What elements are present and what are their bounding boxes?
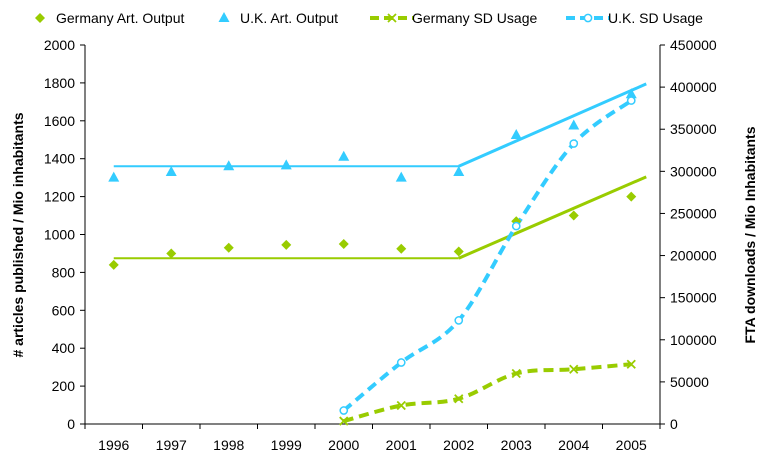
legend-label: Germany Art. Output [56,10,184,26]
series-line [343,362,632,423]
data-point [108,171,120,182]
y2-tick-label: 150000 [670,290,717,306]
data-point [625,88,637,99]
data-point [626,359,636,369]
y-tick-label: 1000 [44,227,75,243]
x-tick-label: 2001 [386,437,417,453]
legend-marker [583,13,593,23]
y-tick-label: 1400 [44,151,75,167]
data-point [568,119,580,130]
data-point [396,358,406,367]
usage-lines [342,98,633,423]
data-point [165,165,177,176]
trend-line [458,175,647,260]
x-tick-label: 2002 [443,437,474,453]
chart-axes: 0 200 400 600 800 1000 1200 1400 1600 1800 2000 0 50… [44,37,717,453]
data-point [339,416,349,426]
y-tick-label: 2000 [44,37,75,53]
data-point [166,248,177,259]
x-tick-label: 1998 [213,437,244,453]
data-point [568,210,579,221]
data-point [453,246,464,257]
data-point [223,242,234,253]
legend-label: U.K. SD Usage [608,10,703,26]
y2-tick-label: 100000 [670,332,717,348]
y-tick-label: 1200 [44,189,75,205]
legend-marker [218,12,230,22]
x-tick-label: 1996 [98,437,129,453]
x-tick-label: 2004 [558,437,589,453]
data-point [395,171,407,182]
y2-tick-label: 250000 [670,205,717,221]
data-point [626,96,636,105]
y-tick-label: 200 [52,378,76,394]
data-point [281,239,292,250]
trend-line [458,82,647,168]
data-point [108,259,119,270]
data-point [396,400,406,411]
x-tick-label: 2000 [328,437,359,453]
y-tick-label: 1600 [44,113,75,129]
y2-tick-label: 350000 [670,121,717,137]
data-point [569,364,579,374]
trend-lines [113,82,647,260]
data-point [454,394,464,404]
data-point [223,160,235,171]
y-axis-title: # articles published / Mio inhabitants [10,112,26,357]
legend-marker [387,13,397,23]
x-tick-label: 2005 [616,437,647,453]
data-points [108,88,637,426]
data-point [510,129,522,140]
legend-label: U.K. Art. Output [240,10,338,26]
y2-tick-label: 200000 [670,248,717,264]
y2-tick-label: 400000 [670,79,717,95]
series-line [342,98,633,413]
y2-tick-label: 50000 [670,374,709,390]
y-tick-label: 0 [67,416,75,432]
data-point [569,139,579,148]
data-point [454,316,464,325]
y2-axis-title: FTA downloads / Mio Inhabitants [742,126,758,343]
y-tick-label: 600 [52,302,76,318]
y-tick-label: 400 [52,340,76,356]
data-point [511,368,521,379]
data-point [280,159,292,170]
y-tick-label: 800 [52,264,76,280]
data-point [511,221,521,231]
data-point [338,150,350,161]
x-tick-label: 2003 [501,437,532,453]
y2-tick-label: 0 [670,416,678,432]
y2-tick-label: 450000 [670,37,717,53]
x-tick-label: 1999 [271,437,302,453]
data-point [339,406,349,415]
x-tick-label: 1997 [156,437,187,453]
data-point [338,238,349,249]
data-point [396,243,407,254]
data-point [626,191,637,202]
y2-tick-label: 300000 [670,163,717,179]
data-point [453,165,465,176]
legend-marker [35,13,45,23]
chart-legend: Germany Art. Output U.K. Art. Output Germa… [35,10,703,26]
y-tick-label: 1800 [44,75,75,91]
legend-label: Germany SD Usage [412,10,537,26]
